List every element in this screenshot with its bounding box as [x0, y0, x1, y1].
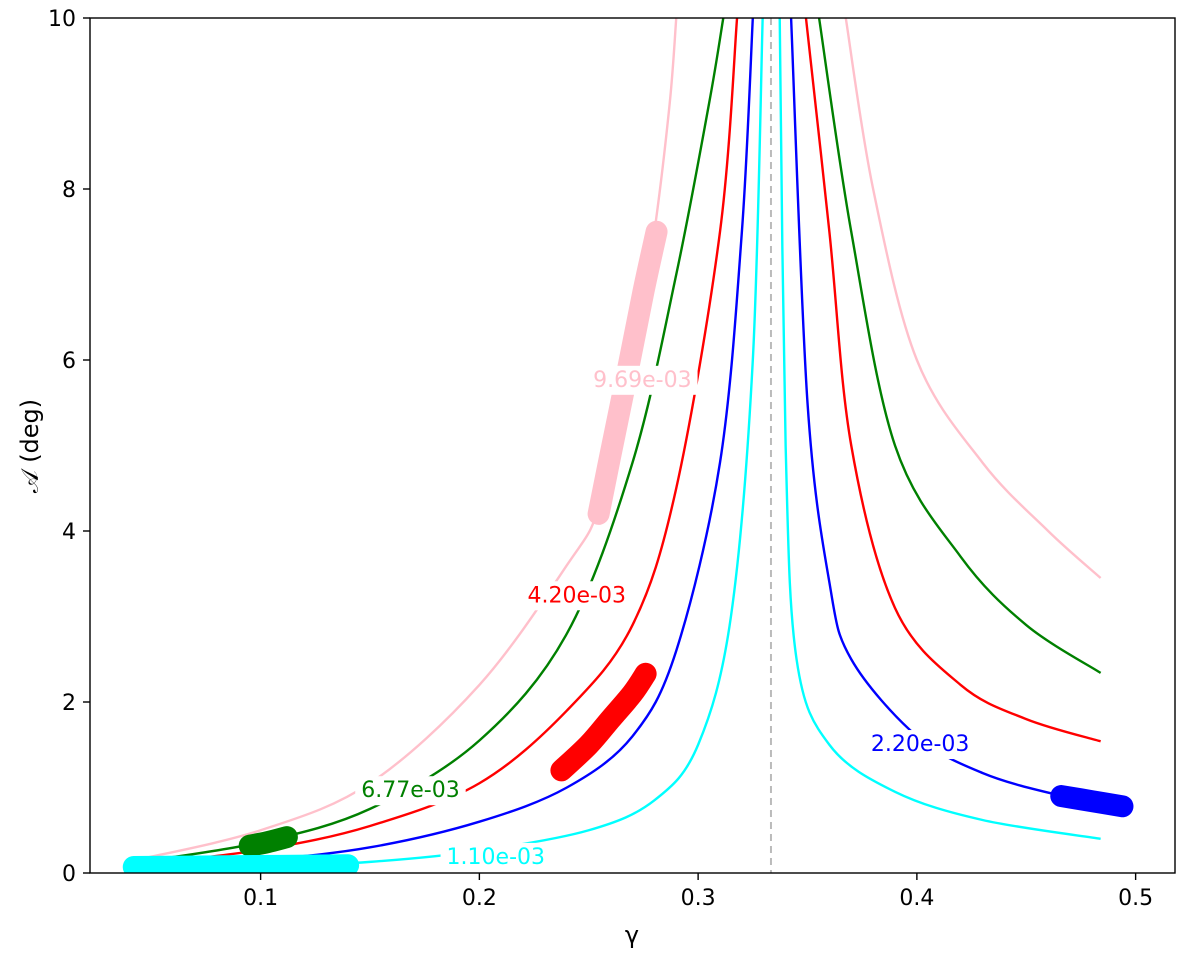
series-4-left-branch: [139, 18, 764, 872]
x-tick-label-2: 0.3: [681, 886, 716, 911]
plot-frame: [89, 17, 1176, 874]
series-3-left-branch: [139, 18, 755, 870]
y-tick-label-1: 2: [62, 691, 76, 716]
series-1-highlight: [238, 826, 298, 857]
contour-label-2-background: [521, 581, 632, 611]
series-1-right-branch: [817, 18, 1102, 674]
y-tick-label-3: 6: [62, 349, 76, 374]
x-tick-label-1: 0.2: [462, 886, 497, 911]
series-0-left-branch: [139, 18, 678, 861]
series-1-left-branch: [139, 18, 725, 864]
contour-label-4-background: [440, 842, 552, 872]
x-axis-label: γ: [625, 921, 639, 949]
series-2-highlight: [550, 662, 657, 782]
contour-label-2: 4.20e-03: [527, 583, 625, 608]
y-tick-label-4: 8: [62, 178, 76, 203]
contour-labels: 9.69e-03 6.77e-03 4.20e-03 2.20e-03 1.10e-03: [355, 365, 976, 872]
series-2-right-branch: [804, 18, 1101, 743]
x-tick-label-3: 0.4: [899, 886, 934, 911]
x-tick-label-4: 0.5: [1118, 886, 1153, 911]
contour-label-0-background: [587, 365, 698, 395]
x-tick-label-0: 0.1: [243, 886, 278, 911]
y-tick-label-2: 4: [62, 520, 76, 545]
contour-label-0: 9.69e-03: [593, 368, 691, 393]
series-4-right-branch: [778, 18, 1101, 840]
contour-label-3-background: [864, 730, 976, 760]
contour-label-3: 2.20e-03: [871, 732, 969, 757]
contour-label-4: 1.10e-03: [447, 845, 545, 870]
contour-label-1: 6.77e-03: [361, 778, 459, 803]
series-4-highlight: [122, 854, 360, 873]
series-3-highlight: [1050, 785, 1134, 818]
plot-area: [122, 18, 1134, 873]
series-2-left-branch: [139, 18, 739, 866]
axis-ticks: 0.1 0.2 0.3 0.4 0.5 0 2 4 6 8 10: [48, 7, 1153, 911]
contour-label-1-background: [355, 776, 466, 806]
series-3-right-branch: [789, 18, 1125, 808]
y-axis-label: 𝒜 (deg): [16, 399, 44, 493]
y-tick-label-0: 0: [62, 862, 76, 887]
y-tick-label-5: 10: [48, 7, 76, 32]
series-0-right-branch: [844, 18, 1102, 579]
